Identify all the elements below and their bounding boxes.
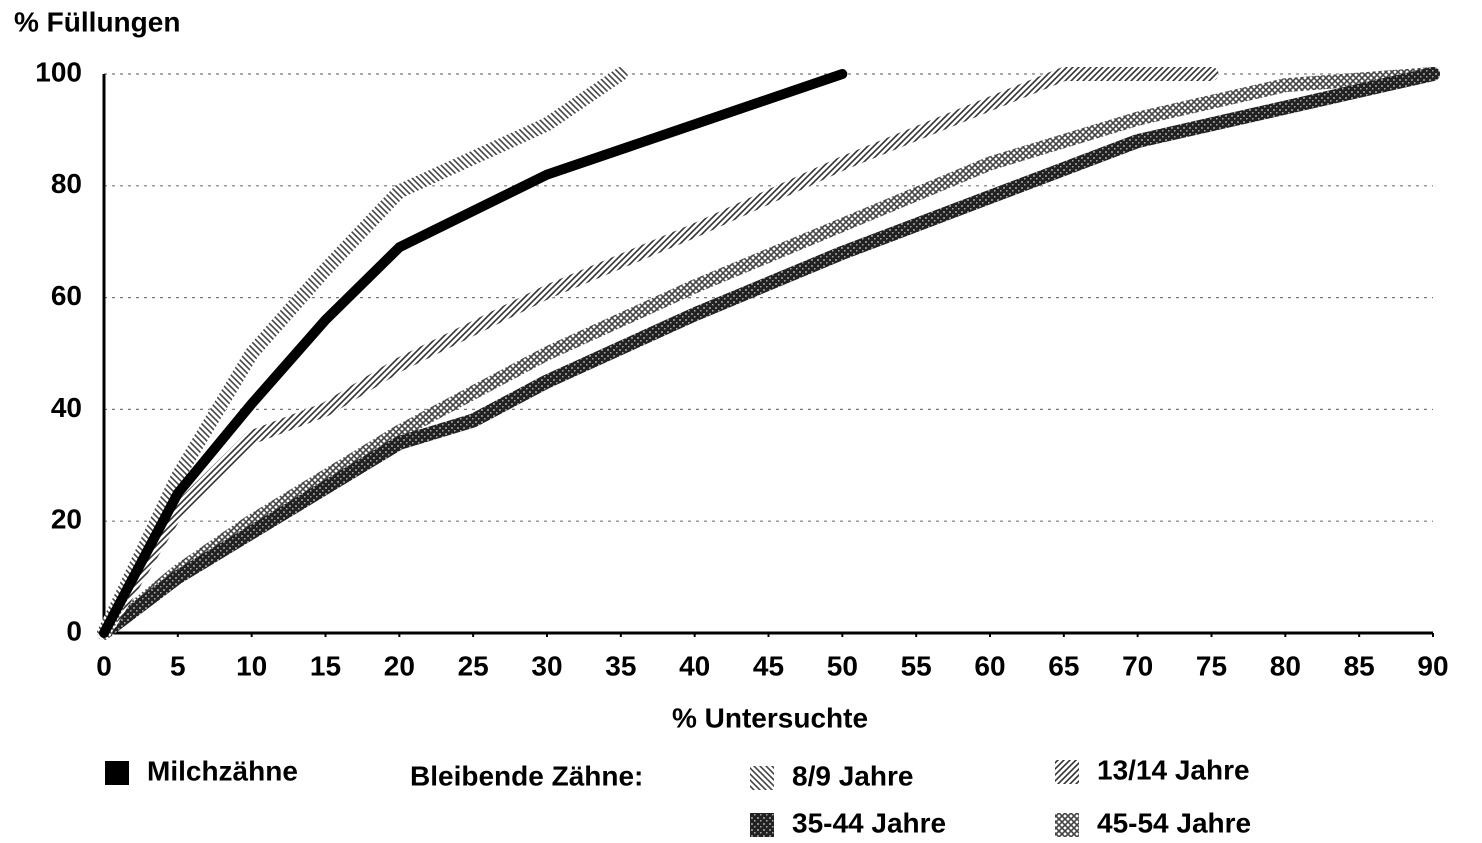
legend-swatch bbox=[1055, 760, 1079, 784]
y-tick-label: 60 bbox=[51, 280, 82, 311]
series-line bbox=[99, 69, 848, 638]
x-tick-label: 85 bbox=[1344, 650, 1375, 681]
legend-swatch bbox=[1055, 813, 1079, 837]
x-tick-label: 75 bbox=[1196, 650, 1227, 681]
x-tick-label: 30 bbox=[531, 650, 562, 681]
x-axis-label: % Untersuchte bbox=[672, 702, 868, 733]
legend-swatch bbox=[750, 766, 774, 790]
x-tick-label: 5 bbox=[170, 650, 186, 681]
x-tick-label: 45 bbox=[753, 650, 784, 681]
x-tick-label: 20 bbox=[384, 650, 415, 681]
series-line bbox=[97, 67, 1440, 640]
y-tick-label: 100 bbox=[35, 56, 82, 87]
y-tick-label: 0 bbox=[66, 615, 82, 646]
x-tick-label: 50 bbox=[827, 650, 858, 681]
x-tick-label: 90 bbox=[1417, 650, 1448, 681]
legend-label: 35-44 Jahre bbox=[792, 807, 946, 838]
x-tick-label: 55 bbox=[901, 650, 932, 681]
x-tick-label: 60 bbox=[974, 650, 1005, 681]
x-tick-label: 65 bbox=[1048, 650, 1079, 681]
legend-label: Milchzähne bbox=[147, 755, 298, 786]
legend-swatch bbox=[750, 813, 774, 837]
legend-label: 45-54 Jahre bbox=[1097, 807, 1251, 838]
x-tick-label: 10 bbox=[236, 650, 267, 681]
y-tick-label: 80 bbox=[51, 168, 82, 199]
x-tick-label: 70 bbox=[1122, 650, 1153, 681]
y-tick-label: 20 bbox=[51, 504, 82, 535]
x-tick-label: 15 bbox=[310, 650, 341, 681]
chart-title: % Füllungen bbox=[14, 6, 180, 37]
legend-label: 13/14 Jahre bbox=[1097, 754, 1250, 785]
x-tick-label: 40 bbox=[679, 650, 710, 681]
series-line bbox=[97, 67, 1440, 640]
legend-label: 8/9 Jahre bbox=[792, 760, 913, 791]
series-line bbox=[97, 67, 628, 640]
y-tick-label: 40 bbox=[51, 392, 82, 423]
x-tick-label: 80 bbox=[1270, 650, 1301, 681]
series-line bbox=[97, 67, 1219, 640]
x-tick-label: 25 bbox=[458, 650, 489, 681]
x-tick-label: 0 bbox=[96, 650, 112, 681]
x-tick-label: 35 bbox=[605, 650, 636, 681]
legend-swatch bbox=[105, 761, 129, 785]
legend-group-label: Bleibende Zähne: bbox=[410, 760, 643, 791]
